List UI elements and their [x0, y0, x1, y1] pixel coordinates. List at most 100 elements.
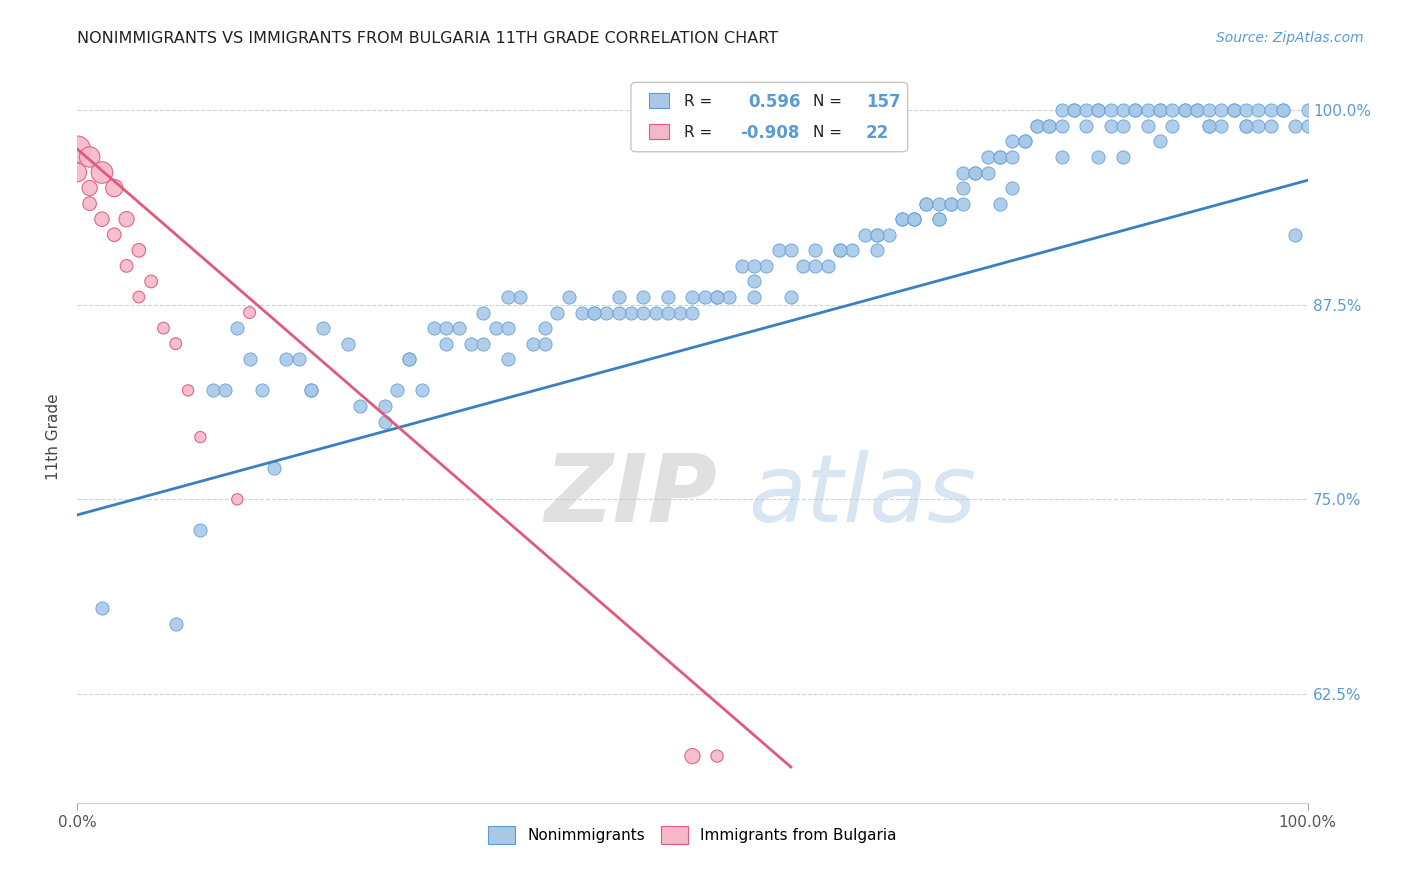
Point	[472, 336, 495, 351]
Point	[706, 290, 728, 304]
Point	[866, 227, 889, 242]
Point	[706, 290, 728, 304]
Point	[965, 165, 987, 179]
Point	[755, 259, 778, 273]
Point	[1247, 119, 1270, 133]
Point	[337, 336, 360, 351]
Point	[1247, 103, 1270, 118]
Point	[988, 150, 1011, 164]
Point	[693, 290, 716, 304]
Point	[79, 150, 101, 164]
Text: R =: R =	[683, 126, 711, 140]
Point	[226, 321, 249, 335]
Point	[841, 244, 863, 258]
Point	[1198, 119, 1220, 133]
Point	[903, 212, 925, 227]
Point	[496, 352, 519, 367]
Point	[472, 305, 495, 319]
Text: -0.908: -0.908	[741, 124, 800, 142]
Point	[1076, 119, 1098, 133]
Point	[141, 275, 163, 289]
Point	[1149, 103, 1171, 118]
Point	[1026, 119, 1049, 133]
Point	[939, 196, 962, 211]
Point	[496, 321, 519, 335]
Text: R =: R =	[683, 95, 711, 110]
Point	[239, 352, 262, 367]
Point	[79, 181, 101, 195]
Point	[496, 290, 519, 304]
Point	[1001, 181, 1024, 195]
Point	[165, 336, 187, 351]
Point	[1296, 103, 1319, 118]
Point	[633, 290, 655, 304]
Point	[988, 196, 1011, 211]
Point	[607, 290, 630, 304]
Point	[853, 227, 876, 242]
Point	[1260, 103, 1282, 118]
Point	[780, 290, 803, 304]
Point	[1050, 119, 1073, 133]
Text: N =: N =	[813, 126, 842, 140]
Point	[436, 336, 458, 351]
Point	[804, 259, 827, 273]
Point	[1087, 150, 1109, 164]
Point	[583, 305, 606, 319]
Point	[1174, 103, 1197, 118]
Point	[79, 196, 101, 211]
Point	[1125, 103, 1147, 118]
Point	[742, 275, 765, 289]
Point	[128, 290, 150, 304]
Point	[214, 384, 236, 398]
Point	[1234, 103, 1257, 118]
Point	[682, 305, 704, 319]
Text: NONIMMIGRANTS VS IMMIGRANTS FROM BULGARIA 11TH GRADE CORRELATION CHART: NONIMMIGRANTS VS IMMIGRANTS FROM BULGARI…	[77, 31, 779, 46]
Point	[411, 384, 433, 398]
Point	[188, 430, 212, 444]
Point	[1223, 103, 1246, 118]
Point	[1185, 103, 1208, 118]
Point	[669, 305, 692, 319]
Point	[165, 616, 187, 631]
Point	[103, 227, 125, 242]
Point	[928, 212, 950, 227]
Point	[915, 196, 938, 211]
Point	[1014, 135, 1036, 149]
Point	[201, 384, 224, 398]
Point	[398, 352, 420, 367]
Point	[1050, 150, 1073, 164]
Point	[299, 384, 322, 398]
Point	[423, 321, 446, 335]
Text: N =: N =	[813, 95, 842, 110]
Point	[731, 259, 754, 273]
Point	[879, 227, 901, 242]
Point	[830, 244, 852, 258]
Point	[447, 321, 470, 335]
Point	[1185, 103, 1208, 118]
Point	[1260, 119, 1282, 133]
Point	[977, 150, 1000, 164]
Point	[1063, 103, 1085, 118]
Y-axis label: 11th Grade: 11th Grade	[46, 393, 62, 481]
Point	[1284, 227, 1306, 242]
Point	[103, 181, 125, 195]
Point	[817, 259, 839, 273]
Point	[928, 196, 950, 211]
Point	[742, 290, 765, 304]
Point	[90, 212, 114, 227]
Text: 22: 22	[866, 124, 889, 142]
Point	[374, 415, 396, 429]
Point	[1014, 135, 1036, 149]
Point	[1223, 103, 1246, 118]
Point	[299, 384, 322, 398]
Point	[890, 212, 912, 227]
Point	[1284, 119, 1306, 133]
Point	[866, 244, 889, 258]
Point	[485, 321, 508, 335]
Point	[152, 321, 174, 335]
Point	[952, 196, 974, 211]
Text: 0.596: 0.596	[748, 93, 800, 111]
Point	[1099, 119, 1122, 133]
Point	[349, 399, 371, 413]
Point	[644, 305, 666, 319]
